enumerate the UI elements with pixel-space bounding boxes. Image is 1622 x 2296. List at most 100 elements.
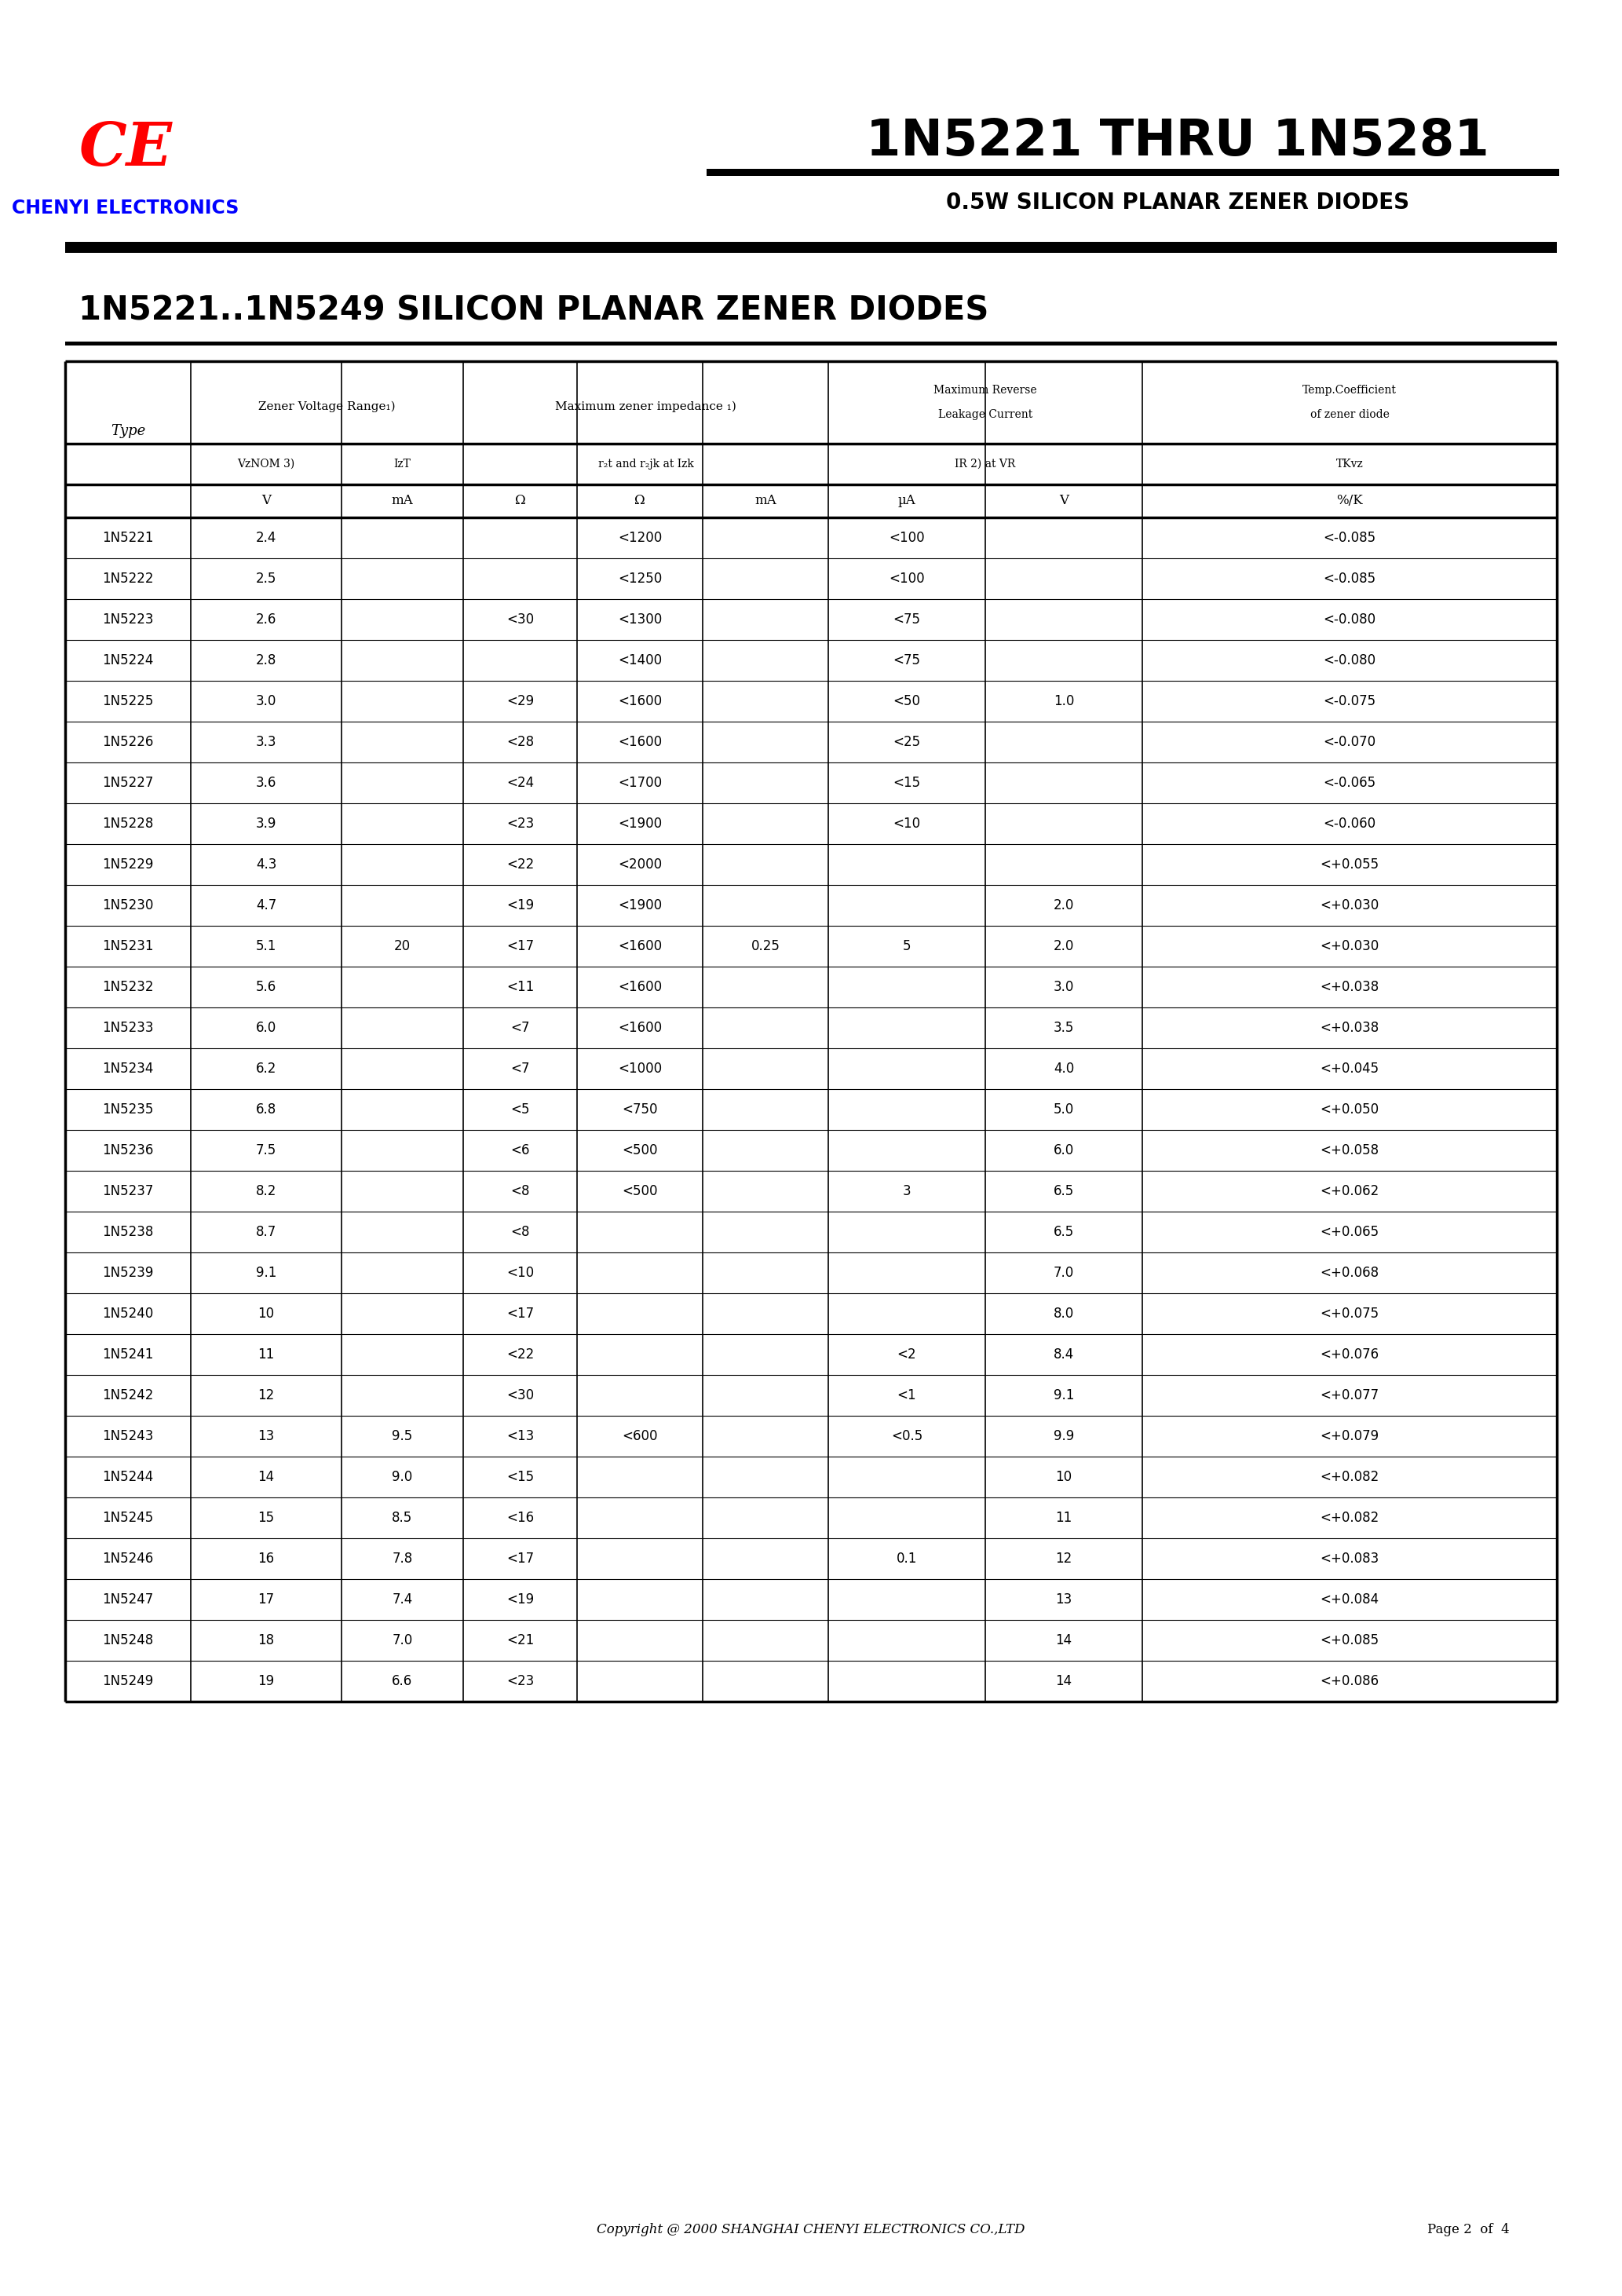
Text: <100: <100 <box>889 530 925 544</box>
Text: <21: <21 <box>506 1632 534 1649</box>
Text: <-0.060: <-0.060 <box>1324 817 1375 831</box>
Text: <1700: <1700 <box>618 776 662 790</box>
Text: <-0.080: <-0.080 <box>1324 654 1375 668</box>
Text: 1N5221..1N5249 SILICON PLANAR ZENER DIODES: 1N5221..1N5249 SILICON PLANAR ZENER DIOD… <box>78 294 989 326</box>
Text: <10: <10 <box>894 817 921 831</box>
Text: 1N5238: 1N5238 <box>102 1226 154 1240</box>
Text: <10: <10 <box>506 1265 534 1279</box>
Text: µA: µA <box>899 494 916 507</box>
Text: 8.4: 8.4 <box>1054 1348 1074 1362</box>
Text: 20: 20 <box>394 939 410 953</box>
Text: 7.0: 7.0 <box>1054 1265 1074 1279</box>
Text: of zener diode: of zener diode <box>1311 409 1388 420</box>
Text: <-0.065: <-0.065 <box>1324 776 1375 790</box>
Text: 1N5223: 1N5223 <box>102 613 154 627</box>
Text: 8.0: 8.0 <box>1054 1306 1074 1320</box>
Text: <+0.050: <+0.050 <box>1320 1102 1379 1116</box>
Text: <2: <2 <box>897 1348 916 1362</box>
Text: Leakage Current: Leakage Current <box>938 409 1033 420</box>
Text: 1N5222: 1N5222 <box>102 572 154 585</box>
Text: <+0.082: <+0.082 <box>1320 1469 1379 1483</box>
Text: 14: 14 <box>1056 1632 1072 1649</box>
Text: <28: <28 <box>506 735 534 748</box>
Text: 1N5233: 1N5233 <box>102 1022 154 1035</box>
Text: <1600: <1600 <box>618 693 662 707</box>
Text: 1N5221: 1N5221 <box>102 530 154 544</box>
Text: 9.5: 9.5 <box>393 1428 412 1444</box>
Text: V: V <box>1059 494 1069 507</box>
Text: 11: 11 <box>258 1348 274 1362</box>
Text: 1N5247: 1N5247 <box>102 1593 154 1607</box>
Text: 1N5241: 1N5241 <box>102 1348 154 1362</box>
Text: 2.4: 2.4 <box>256 530 276 544</box>
Text: <22: <22 <box>506 1348 534 1362</box>
Text: 3.3: 3.3 <box>256 735 276 748</box>
Text: <30: <30 <box>506 613 534 627</box>
Text: 9.1: 9.1 <box>1053 1389 1074 1403</box>
Text: 9.0: 9.0 <box>393 1469 412 1483</box>
Text: <+0.083: <+0.083 <box>1320 1552 1379 1566</box>
Text: 1N5225: 1N5225 <box>102 693 154 707</box>
Text: <15: <15 <box>506 1469 534 1483</box>
Text: 1N5231: 1N5231 <box>102 939 154 953</box>
Text: 2.8: 2.8 <box>256 654 276 668</box>
Text: <+0.079: <+0.079 <box>1320 1428 1379 1444</box>
Text: <25: <25 <box>894 735 921 748</box>
Text: 6.5: 6.5 <box>1054 1185 1074 1199</box>
Text: 2.6: 2.6 <box>256 613 276 627</box>
Text: 6.8: 6.8 <box>256 1102 276 1116</box>
Text: 5.0: 5.0 <box>1054 1102 1074 1116</box>
Text: <8: <8 <box>511 1226 530 1240</box>
Text: 7.8: 7.8 <box>393 1552 412 1566</box>
Text: 16: 16 <box>258 1552 274 1566</box>
Text: 10: 10 <box>1056 1469 1072 1483</box>
Text: <+0.030: <+0.030 <box>1320 939 1379 953</box>
Text: Ω: Ω <box>514 494 526 507</box>
Text: 11: 11 <box>1056 1511 1072 1525</box>
Text: CE: CE <box>79 119 172 179</box>
Text: 3: 3 <box>902 1185 912 1199</box>
Text: <1200: <1200 <box>618 530 662 544</box>
Text: <11: <11 <box>506 980 534 994</box>
Text: %/K: %/K <box>1337 494 1362 507</box>
Text: 13: 13 <box>258 1428 274 1444</box>
Text: 1N5245: 1N5245 <box>102 1511 154 1525</box>
Text: 15: 15 <box>258 1511 274 1525</box>
Text: Temp.Coefficient: Temp.Coefficient <box>1302 383 1397 395</box>
Text: <6: <6 <box>511 1143 530 1157</box>
Text: <1400: <1400 <box>618 654 662 668</box>
Text: 18: 18 <box>258 1632 274 1649</box>
Text: <500: <500 <box>621 1185 657 1199</box>
Text: 8.5: 8.5 <box>393 1511 412 1525</box>
Text: <16: <16 <box>506 1511 534 1525</box>
Text: 5.1: 5.1 <box>256 939 276 953</box>
Text: 14: 14 <box>1056 1674 1072 1688</box>
Text: 1N5239: 1N5239 <box>102 1265 154 1279</box>
Text: 5.6: 5.6 <box>256 980 276 994</box>
Text: IzT: IzT <box>394 459 410 471</box>
Text: 3.9: 3.9 <box>256 817 276 831</box>
Text: 0.1: 0.1 <box>897 1552 916 1566</box>
Text: 1N5226: 1N5226 <box>102 735 154 748</box>
Text: <-0.085: <-0.085 <box>1324 572 1375 585</box>
Text: <17: <17 <box>506 939 534 953</box>
Text: 17: 17 <box>258 1593 274 1607</box>
Text: <17: <17 <box>506 1306 534 1320</box>
Text: 5: 5 <box>903 939 912 953</box>
Text: <2000: <2000 <box>618 856 662 872</box>
Text: <75: <75 <box>894 654 921 668</box>
Text: <8: <8 <box>511 1185 530 1199</box>
Text: <-0.080: <-0.080 <box>1324 613 1375 627</box>
Text: <22: <22 <box>506 856 534 872</box>
Text: <23: <23 <box>506 1674 534 1688</box>
Text: <+0.045: <+0.045 <box>1320 1061 1379 1077</box>
Text: 8.2: 8.2 <box>256 1185 276 1199</box>
Text: 1N5244: 1N5244 <box>102 1469 154 1483</box>
Text: CHENYI ELECTRONICS: CHENYI ELECTRONICS <box>11 200 238 218</box>
Text: <50: <50 <box>894 693 921 707</box>
Text: <+0.082: <+0.082 <box>1320 1511 1379 1525</box>
Text: 4.3: 4.3 <box>256 856 276 872</box>
Text: 6.5: 6.5 <box>1054 1226 1074 1240</box>
Text: <1: <1 <box>897 1389 916 1403</box>
Bar <box>65 360 1557 1701</box>
